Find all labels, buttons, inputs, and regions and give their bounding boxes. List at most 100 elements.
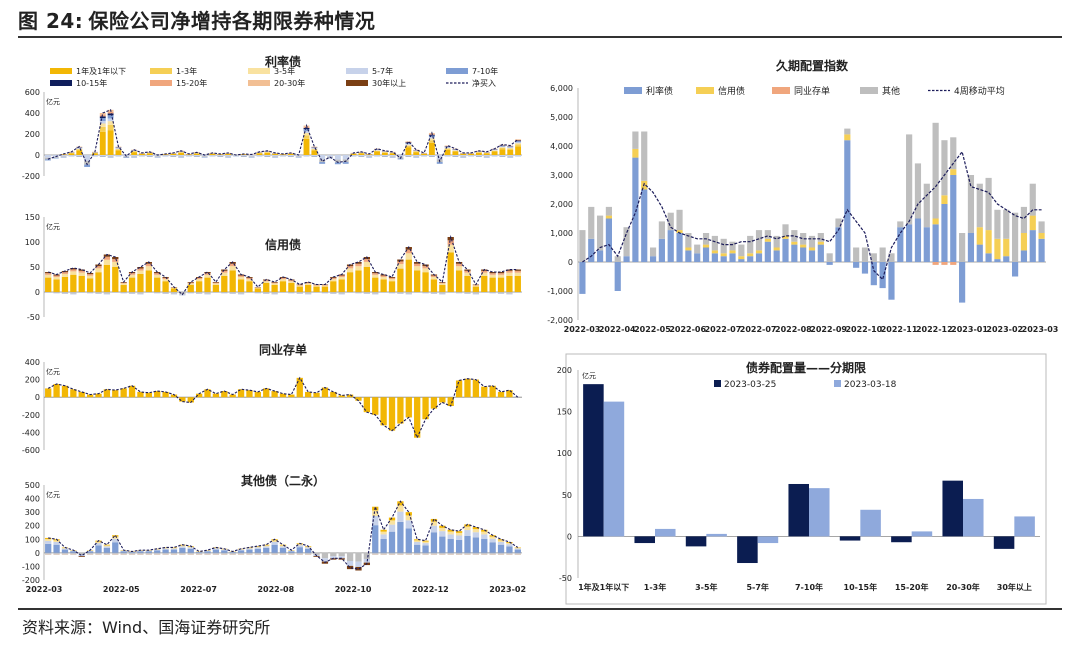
bar-credit: [70, 293, 77, 295]
bar-rate: [295, 157, 302, 158]
bar-other: [170, 548, 178, 550]
bar-tenor: [634, 536, 655, 544]
bar-other: [430, 552, 438, 554]
bar-tenor: [860, 509, 881, 537]
bar-credit: [254, 287, 261, 289]
bar-other: [288, 550, 295, 552]
bar-credit: [212, 282, 220, 284]
bar-credit: [363, 261, 371, 267]
bar-duration: [800, 247, 807, 262]
bar-credit: [237, 275, 245, 277]
bar-other: [103, 552, 111, 554]
bar-other: [296, 545, 303, 548]
bar-duration: [614, 256, 621, 262]
bar-other: [514, 549, 521, 553]
bar-credit: [112, 266, 119, 292]
bar-credit: [439, 292, 446, 294]
bar-credit: [346, 272, 354, 292]
bar-duration: [914, 163, 922, 219]
legend-swatch-rate: [50, 80, 72, 86]
bar-other: [346, 565, 354, 570]
xtick-duration: 2022-07: [705, 325, 742, 334]
bar-rate: [452, 151, 459, 155]
bar-other: [187, 546, 194, 548]
xtick-tenor: 7-10年: [795, 582, 823, 592]
bar-rate: [428, 140, 435, 143]
bar-credit: [271, 292, 278, 294]
bar-credit: [497, 292, 505, 294]
bar-other: [497, 539, 505, 541]
bar-credit: [279, 292, 287, 293]
bar-credit: [405, 253, 412, 260]
bar-other: [305, 548, 312, 553]
bar-rate: [52, 155, 59, 157]
bar-tenor: [993, 536, 1015, 549]
bar-credit: [380, 276, 387, 280]
xtick-duration: 2022-07: [740, 325, 777, 334]
bar-other: [271, 542, 278, 545]
bar-rate: [99, 155, 106, 157]
bar-rate: [483, 155, 490, 157]
bar-rate: [44, 155, 51, 158]
bar-duration: [605, 206, 612, 216]
bar-rate: [107, 113, 114, 116]
bar-credit: [305, 292, 312, 294]
bar-credit: [95, 266, 102, 269]
bar-credit: [489, 273, 496, 275]
bar-credit: [388, 277, 396, 280]
bar-rate: [311, 148, 318, 149]
bar-credit: [212, 283, 220, 285]
bar-duration: [738, 259, 745, 262]
bar-duration: [1020, 206, 1028, 233]
bar-rate: [483, 153, 490, 155]
bar-rate: [468, 153, 475, 155]
bar-credit: [288, 281, 295, 283]
bar-rate: [405, 155, 412, 157]
bar-rate: [405, 145, 412, 148]
bar-rate: [154, 155, 161, 157]
bottom-rule: [18, 608, 1062, 610]
bar-other: [288, 552, 295, 554]
bar-other: [179, 546, 186, 548]
bar-other: [380, 534, 387, 540]
bar-credit: [397, 292, 404, 294]
bar-other: [380, 531, 387, 535]
bar-rate: [131, 157, 138, 158]
bar-rate: [475, 152, 482, 155]
bar-other: [70, 552, 77, 554]
bar-duration: [1029, 183, 1036, 216]
bar-rate: [287, 155, 294, 156]
bar-rate: [162, 155, 169, 156]
bar-credit: [506, 293, 513, 295]
bar-credit: [128, 274, 136, 278]
bar-duration: [711, 253, 718, 262]
bar-credit: [246, 277, 253, 280]
bar-credit: [195, 281, 203, 292]
bar-credit: [61, 276, 69, 292]
bar-other: [70, 550, 77, 552]
bar-rate: [405, 144, 412, 146]
bar-rate: [248, 156, 255, 158]
bar-other: [346, 561, 354, 566]
bar-credit: [355, 292, 362, 294]
bar-rate: [107, 124, 114, 131]
bar-duration: [623, 256, 630, 262]
bar-rate: [139, 155, 145, 156]
bar-other: [137, 550, 144, 552]
bar-ncd: [472, 379, 480, 398]
bar-other: [455, 535, 463, 540]
bar-rate: [460, 157, 467, 158]
bar-credit: [313, 292, 320, 293]
bar-credit: [162, 279, 169, 282]
bar-credit: [372, 273, 379, 275]
bar-other: [229, 552, 236, 553]
bar-rate: [397, 158, 404, 160]
bar-other: [45, 539, 52, 541]
bar-other: [103, 544, 111, 546]
bar-credit: [330, 292, 337, 294]
bar-duration: [588, 238, 595, 262]
legend-label-tenor: 2023-03-25: [724, 380, 776, 390]
ytick-tenor: 50: [562, 491, 572, 500]
bar-duration: [632, 157, 639, 262]
bar-other: [70, 551, 77, 553]
